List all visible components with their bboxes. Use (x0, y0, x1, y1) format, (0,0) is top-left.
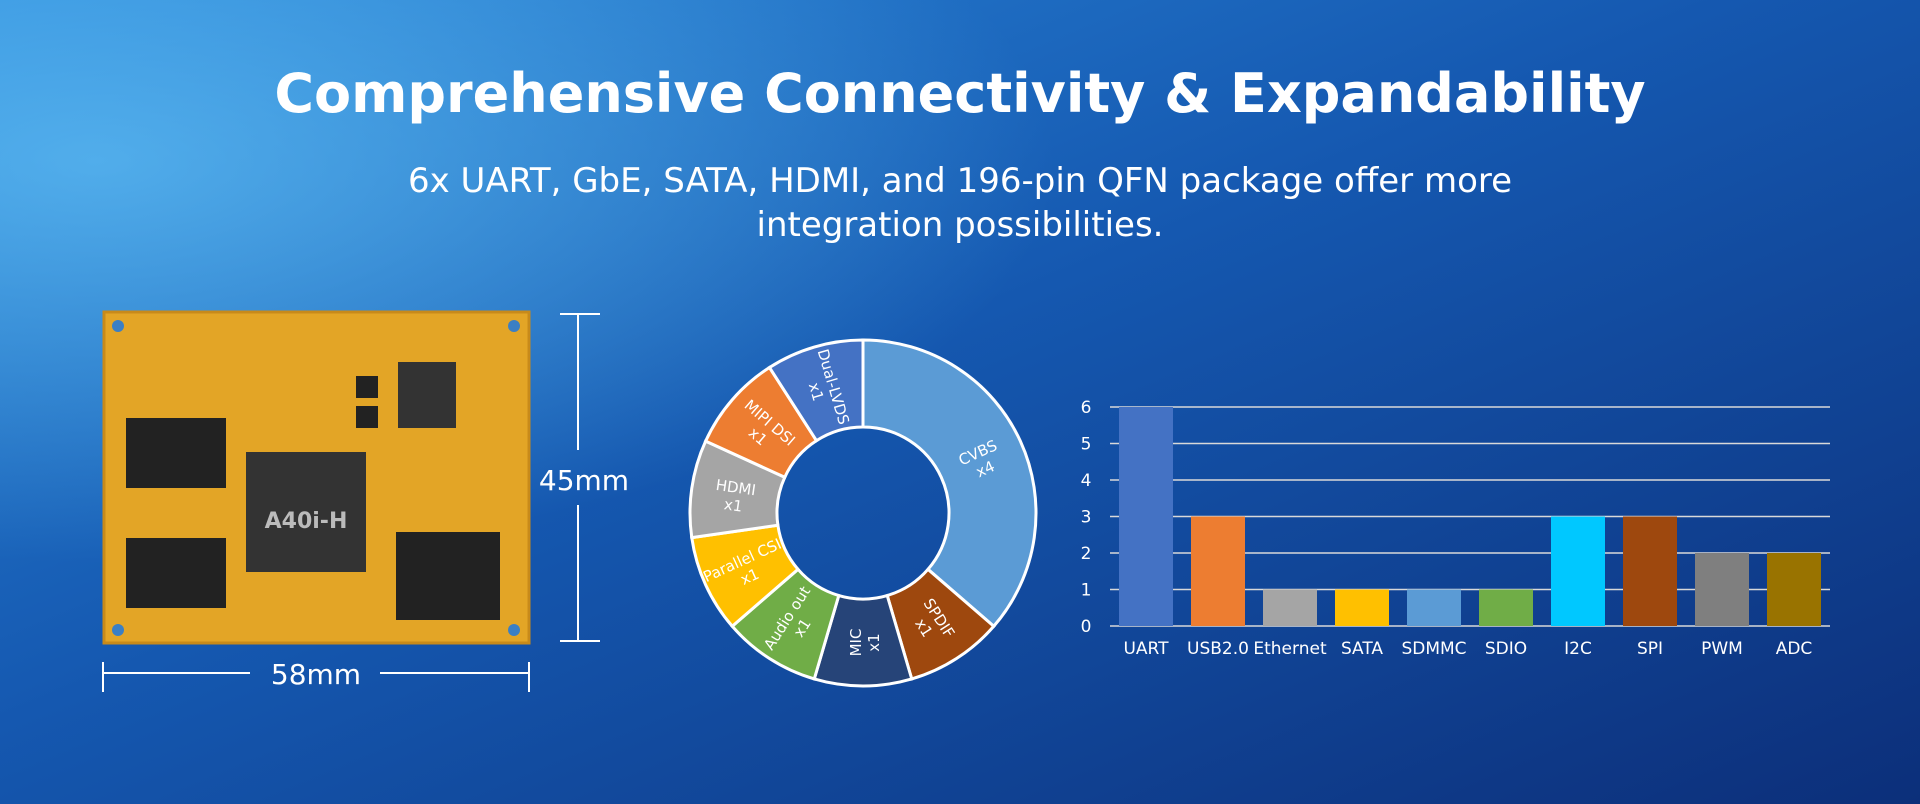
bar (1695, 553, 1749, 626)
chip (396, 532, 500, 620)
x-tick-label: PWM (1701, 639, 1743, 659)
hole (508, 320, 520, 332)
chip (356, 376, 378, 398)
x-tick-label: ADC (1776, 639, 1813, 659)
bar (1263, 589, 1317, 626)
bar (1119, 407, 1173, 626)
x-tick-label: SPI (1637, 639, 1663, 659)
x-tick-label: SDMMC (1401, 639, 1466, 659)
y-tick-label: 2 (1081, 544, 1092, 564)
chip (126, 538, 226, 608)
bar (1551, 516, 1605, 626)
segment-value: x1 (865, 633, 883, 651)
donut-segment (861, 338, 1038, 629)
hole (112, 624, 124, 636)
x-tick-label: UART (1123, 639, 1169, 659)
x-tick-label: USB2.0 (1187, 639, 1249, 659)
hole (508, 624, 520, 636)
bar (1191, 516, 1245, 626)
segment-label: MICx1 (847, 629, 883, 657)
dimension-lines (102, 313, 600, 692)
segment-label: HDMIx1 (712, 476, 757, 517)
chip (356, 406, 378, 428)
hole (112, 320, 124, 332)
x-tick-label: I2C (1564, 639, 1592, 659)
y-tick-label: 5 (1081, 435, 1092, 455)
segment-value: x1 (723, 495, 744, 515)
y-tick-label: 6 (1081, 398, 1092, 418)
chip (126, 418, 226, 488)
title: Comprehensive Connectivity & Expandabili… (274, 62, 1645, 125)
segment-name: HDMI (715, 476, 757, 500)
segment-name: MIC (847, 629, 865, 657)
x-tick-label: SATA (1341, 639, 1383, 659)
height-label: 45mm (539, 464, 629, 497)
x-tick-label: Ethernet (1253, 639, 1327, 659)
y-tick-label: 1 (1081, 581, 1092, 601)
x-tick-label: SDIO (1485, 639, 1527, 659)
bar (1623, 516, 1677, 626)
bar (1335, 589, 1389, 626)
bar (1479, 589, 1533, 626)
segment-value: x1 (805, 380, 827, 403)
chip-marking: A40i-H (265, 509, 348, 534)
bar (1407, 589, 1461, 626)
board-image: A40i-H (102, 310, 531, 645)
chip (398, 362, 456, 428)
width-label: 58mm (271, 658, 361, 691)
bar-chart: 0 1 2 3 4 5 6 UART USB2.0 Ethernet SATA SDMMC SDIO I2… (1081, 398, 1830, 659)
subtitle: integration possibilities. (757, 205, 1164, 245)
y-tick-label: 0 (1081, 617, 1092, 637)
donut-segment (767, 338, 865, 443)
y-tick-label: 4 (1081, 471, 1092, 491)
subtitle: 6x UART, GbE, SATA, HDMI, and 196-pin QF… (408, 161, 1512, 201)
chip (246, 452, 366, 572)
y-tick-label: 3 (1081, 508, 1092, 528)
bar (1767, 553, 1821, 626)
